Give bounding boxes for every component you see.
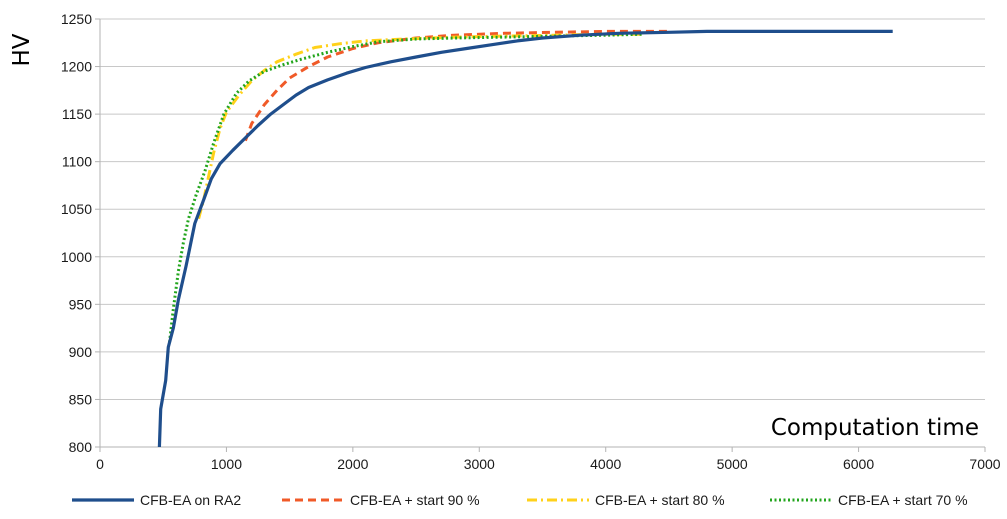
x-tick-label: 0 [96,456,104,472]
y-tick-label: 1000 [61,249,92,265]
series-line-1 [157,29,893,448]
grid-lines [100,18,985,448]
y-tick-label: 850 [69,391,93,407]
x-axis-title: Computation time [771,415,979,441]
legend-label-2: CFB-EA + start 90 % [350,492,480,508]
x-tick-label: 7000 [969,456,1000,472]
y-tick-label: 900 [69,344,93,360]
tick-labels: 800 850 900 950 1000 1050 1100 1150 1200 1250 0 100… [61,11,1001,472]
x-tick-label: 4000 [590,456,621,472]
y-axis-title: HV [9,33,35,66]
x-tick-label: 1000 [211,456,242,472]
series-line-2 [243,29,669,142]
axes [95,18,986,452]
y-tick-label: 1100 [62,154,92,170]
y-tick-label: 950 [69,296,93,312]
legend-label-4: CFB-EA + start 70 % [838,492,968,508]
legend-label-3: CFB-EA + start 80 % [595,492,725,508]
y-tick-label: 1250 [61,11,92,27]
y-tick-label: 1050 [61,201,92,217]
y-tick-label: 1200 [61,59,92,75]
y-tick-label: 1150 [62,106,92,122]
series-lines [157,29,893,448]
x-tick-label: 6000 [843,456,874,472]
x-tick-label: 5000 [717,456,748,472]
x-tick-label: 3000 [464,456,495,472]
legend: CFB-EA on RA2 CFB-EA + start 90 % CFB-EA +… [72,492,968,508]
legend-label-1: CFB-EA on RA2 [140,492,241,508]
y-tick-label: 800 [69,439,93,455]
x-tick-label: 2000 [337,456,368,472]
series-line-4 [168,32,644,343]
